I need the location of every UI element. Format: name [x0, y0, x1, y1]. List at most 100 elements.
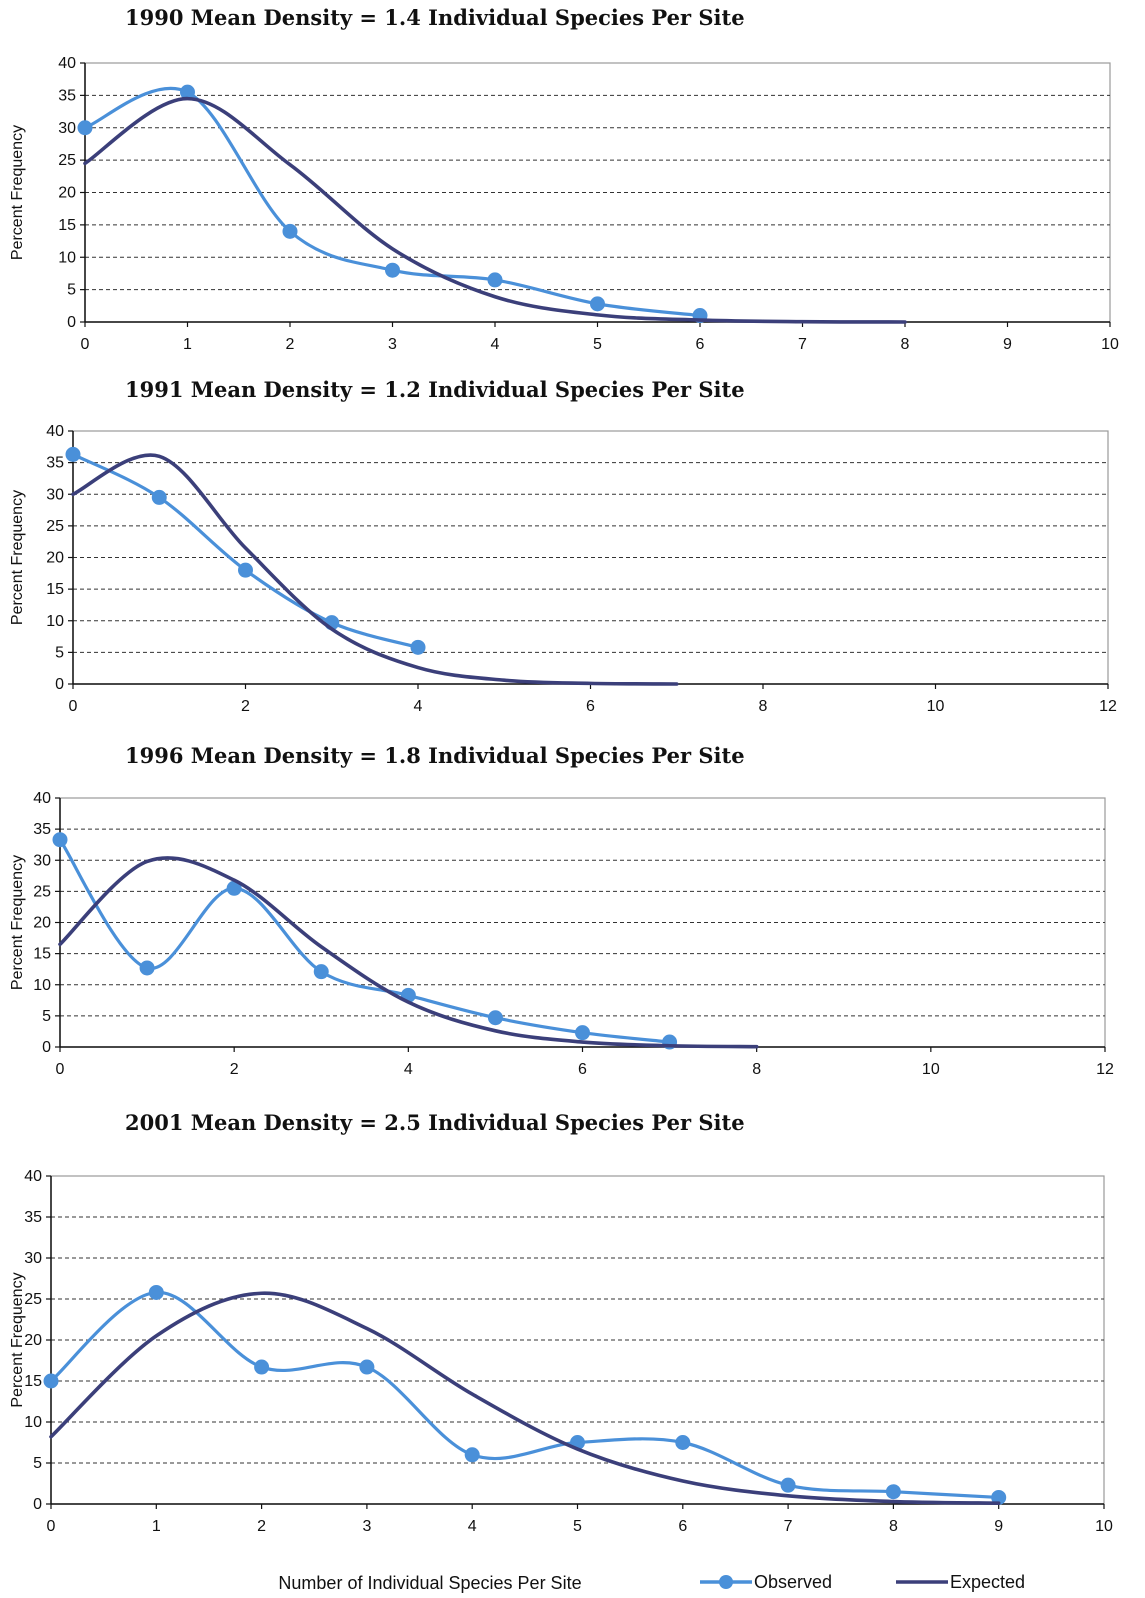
series-line-observed	[49, 1290, 1001, 1500]
y-tick-label: 10	[33, 977, 51, 994]
y-tick-label: 10	[58, 249, 76, 266]
chart-title: 1990 Mean Density = 1.4 Individual Speci…	[125, 5, 745, 30]
data-point-observed	[139, 960, 155, 976]
x-tick-label: 10	[1095, 1518, 1113, 1535]
y-tick-label: 15	[33, 946, 51, 963]
x-tick-label: 0	[47, 1518, 56, 1535]
x-tick-label: 8	[759, 698, 768, 715]
x-tick-label: 6	[696, 336, 705, 353]
data-point-observed	[487, 1010, 503, 1026]
y-axis-label: Percent Frequency	[9, 1272, 26, 1407]
x-tick-label: 5	[573, 1518, 582, 1535]
x-tick-label: 4	[491, 336, 500, 353]
x-tick-label: 2	[230, 1061, 239, 1078]
x-tick-label: 2	[241, 698, 250, 715]
data-point-observed	[43, 1373, 59, 1389]
data-point-observed	[254, 1359, 270, 1375]
data-point-observed	[464, 1447, 480, 1463]
x-tick-label: 5	[593, 336, 602, 353]
data-point-observed	[148, 1284, 164, 1300]
y-tick-label: 20	[58, 185, 76, 202]
series-line-expected	[58, 856, 759, 1049]
y-tick-label: 30	[46, 486, 64, 503]
y-tick-label: 15	[46, 581, 64, 598]
x-axis-label: Number of Individual Species Per Site	[278, 1573, 581, 1593]
y-tick-label: 0	[42, 1039, 51, 1056]
x-tick-label: 1	[152, 1518, 161, 1535]
x-tick-label: 10	[1101, 336, 1119, 353]
x-tick-label: 12	[1099, 698, 1117, 715]
legend: Observed Expected	[700, 1572, 1025, 1592]
x-tick-label: 10	[922, 1061, 940, 1078]
data-point-observed	[238, 562, 253, 578]
y-tick-label: 5	[67, 282, 76, 299]
x-tick-label: 3	[362, 1518, 371, 1535]
y-tick-label: 15	[58, 217, 76, 234]
chart-panel-3: 1996 Mean Density = 1.8 Individual Speci…	[9, 743, 1114, 1078]
data-point-observed	[780, 1477, 796, 1493]
series-line-expected	[49, 1291, 1001, 1505]
data-point-observed	[77, 120, 93, 136]
x-tick-label: 12	[1096, 1061, 1114, 1078]
y-tick-label: 25	[33, 883, 51, 900]
data-point-observed	[675, 1435, 691, 1450]
data-point-observed	[385, 262, 400, 278]
x-tick-label: 2	[286, 336, 295, 353]
y-tick-label: 20	[46, 550, 64, 567]
y-tick-label: 30	[24, 1250, 42, 1267]
y-tick-label: 40	[58, 55, 76, 72]
x-tick-label: 0	[69, 698, 78, 715]
chart-panel-1: 1990 Mean Density = 1.4 Individual Speci…	[9, 5, 1119, 353]
x-tick-label: 8	[889, 1518, 898, 1535]
data-point-observed	[313, 964, 329, 980]
y-tick-label: 40	[33, 790, 51, 807]
data-point-observed	[410, 639, 426, 655]
chart-title: 2001 Mean Density = 2.5 Individual Speci…	[125, 1110, 745, 1135]
chart-panel-4: 2001 Mean Density = 2.5 Individual Speci…	[9, 1110, 1113, 1593]
y-tick-label: 25	[58, 152, 76, 169]
y-tick-label: 5	[42, 1008, 51, 1025]
x-tick-label: 2	[257, 1518, 266, 1535]
series-line-expected	[83, 96, 907, 324]
y-tick-label: 35	[33, 821, 51, 838]
data-point-observed	[487, 272, 503, 288]
x-tick-label: 1	[183, 336, 192, 353]
x-tick-label: 0	[81, 336, 90, 353]
y-tick-label: 5	[33, 1455, 42, 1472]
y-tick-label: 30	[58, 120, 76, 137]
data-point-observed	[282, 223, 298, 239]
x-tick-label: 6	[578, 1061, 587, 1078]
data-point-observed	[359, 1359, 375, 1375]
y-tick-label: 0	[67, 314, 76, 331]
x-tick-label: 10	[927, 698, 945, 715]
series-line-expected	[71, 453, 679, 686]
y-tick-label: 25	[24, 1291, 42, 1308]
y-axis-label: Percent Frequency	[9, 490, 26, 625]
chart-title: 1991 Mean Density = 1.2 Individual Speci…	[125, 377, 745, 402]
x-tick-label: 8	[901, 336, 910, 353]
x-tick-label: 9	[1003, 336, 1012, 353]
y-tick-label: 0	[55, 676, 64, 693]
y-axis-label: Percent Frequency	[9, 855, 26, 990]
y-tick-label: 0	[33, 1496, 42, 1513]
data-point-observed	[575, 1025, 590, 1041]
y-tick-label: 20	[24, 1332, 42, 1349]
legend-label-observed: Observed	[754, 1572, 832, 1592]
y-tick-label: 10	[24, 1414, 42, 1431]
x-tick-label: 4	[404, 1061, 413, 1078]
y-tick-label: 35	[24, 1209, 42, 1226]
x-tick-label: 7	[798, 336, 807, 353]
legend-marker-observed	[719, 1575, 733, 1589]
y-tick-label: 25	[46, 518, 64, 535]
y-tick-label: 35	[58, 87, 76, 104]
data-point-observed	[885, 1484, 901, 1500]
x-tick-label: 6	[586, 698, 595, 715]
chart-title: 1996 Mean Density = 1.8 Individual Speci…	[125, 743, 745, 768]
chart-panel-2: 1991 Mean Density = 1.2 Individual Speci…	[9, 377, 1117, 715]
legend-label-expected: Expected	[950, 1572, 1025, 1592]
y-tick-label: 35	[46, 455, 64, 472]
series-line-observed	[83, 86, 702, 318]
x-tick-label: 8	[752, 1061, 761, 1078]
y-axis-label: Percent Frequency	[9, 125, 26, 260]
